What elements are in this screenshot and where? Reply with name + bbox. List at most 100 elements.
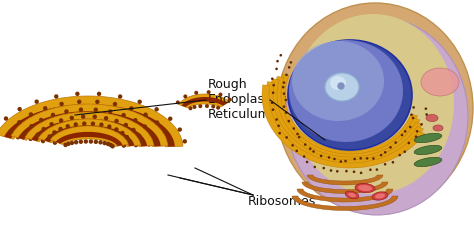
Circle shape: [79, 108, 83, 112]
Circle shape: [116, 139, 120, 143]
Ellipse shape: [325, 73, 359, 101]
Circle shape: [192, 105, 197, 109]
Text: Ribosomes: Ribosomes: [248, 195, 316, 208]
Circle shape: [309, 147, 311, 150]
Circle shape: [285, 111, 287, 114]
Circle shape: [412, 106, 415, 109]
Circle shape: [271, 77, 273, 80]
Circle shape: [39, 118, 43, 122]
Circle shape: [46, 119, 51, 123]
Circle shape: [287, 120, 290, 122]
Circle shape: [410, 114, 413, 116]
Circle shape: [134, 143, 138, 147]
Circle shape: [137, 133, 141, 138]
Circle shape: [124, 123, 128, 127]
Circle shape: [178, 127, 182, 132]
Circle shape: [131, 128, 136, 132]
Polygon shape: [262, 85, 425, 168]
Circle shape: [79, 120, 84, 125]
Polygon shape: [11, 104, 168, 146]
Ellipse shape: [348, 193, 356, 197]
Circle shape: [61, 130, 65, 134]
Circle shape: [275, 68, 278, 70]
Circle shape: [409, 126, 411, 128]
Circle shape: [119, 141, 124, 145]
Circle shape: [114, 127, 118, 132]
Circle shape: [74, 140, 78, 144]
Polygon shape: [274, 76, 420, 159]
Circle shape: [198, 104, 202, 108]
Ellipse shape: [358, 185, 372, 191]
Polygon shape: [182, 97, 227, 107]
Circle shape: [65, 124, 70, 128]
Circle shape: [296, 133, 299, 135]
Ellipse shape: [330, 76, 346, 90]
Ellipse shape: [421, 68, 459, 96]
Polygon shape: [297, 189, 393, 202]
Ellipse shape: [372, 192, 388, 200]
Circle shape: [98, 140, 103, 145]
Ellipse shape: [433, 125, 443, 131]
Circle shape: [68, 135, 73, 139]
Circle shape: [91, 128, 96, 132]
Circle shape: [110, 144, 115, 149]
Circle shape: [137, 132, 142, 136]
Circle shape: [52, 130, 56, 135]
Circle shape: [113, 102, 117, 106]
Circle shape: [28, 112, 33, 117]
Circle shape: [380, 154, 383, 156]
Circle shape: [131, 139, 136, 143]
Circle shape: [344, 160, 347, 162]
Circle shape: [167, 139, 172, 144]
Circle shape: [425, 107, 427, 110]
Circle shape: [154, 140, 158, 144]
Circle shape: [182, 139, 187, 144]
Circle shape: [107, 124, 111, 129]
Circle shape: [312, 150, 315, 153]
Circle shape: [102, 141, 107, 145]
Circle shape: [353, 170, 356, 173]
Ellipse shape: [277, 3, 473, 213]
Circle shape: [101, 128, 106, 133]
Circle shape: [394, 141, 397, 144]
Circle shape: [118, 124, 122, 128]
Circle shape: [122, 143, 126, 148]
Circle shape: [207, 90, 210, 94]
Circle shape: [71, 128, 75, 133]
Circle shape: [408, 142, 410, 144]
Circle shape: [404, 130, 407, 133]
Circle shape: [111, 137, 115, 141]
Circle shape: [41, 139, 45, 143]
Circle shape: [118, 94, 122, 99]
Ellipse shape: [426, 114, 438, 122]
Circle shape: [273, 84, 275, 87]
Polygon shape: [50, 126, 128, 146]
Circle shape: [298, 136, 301, 138]
Circle shape: [106, 122, 110, 126]
Polygon shape: [25, 112, 154, 146]
Polygon shape: [18, 111, 161, 146]
Circle shape: [189, 106, 192, 110]
Circle shape: [160, 142, 164, 146]
Circle shape: [282, 86, 284, 88]
Circle shape: [94, 114, 99, 119]
Circle shape: [271, 101, 273, 104]
Circle shape: [155, 120, 159, 125]
Ellipse shape: [289, 40, 403, 142]
Polygon shape: [179, 94, 229, 108]
Polygon shape: [4, 104, 175, 147]
Circle shape: [75, 92, 80, 96]
Circle shape: [330, 169, 332, 172]
Circle shape: [120, 131, 125, 135]
Circle shape: [360, 172, 363, 174]
Circle shape: [51, 113, 55, 117]
Ellipse shape: [414, 157, 442, 167]
Circle shape: [16, 135, 20, 139]
Circle shape: [336, 170, 338, 173]
Circle shape: [64, 109, 69, 114]
Circle shape: [83, 139, 88, 144]
Circle shape: [29, 124, 34, 128]
Circle shape: [283, 81, 285, 84]
Circle shape: [126, 136, 130, 140]
Circle shape: [34, 123, 38, 128]
